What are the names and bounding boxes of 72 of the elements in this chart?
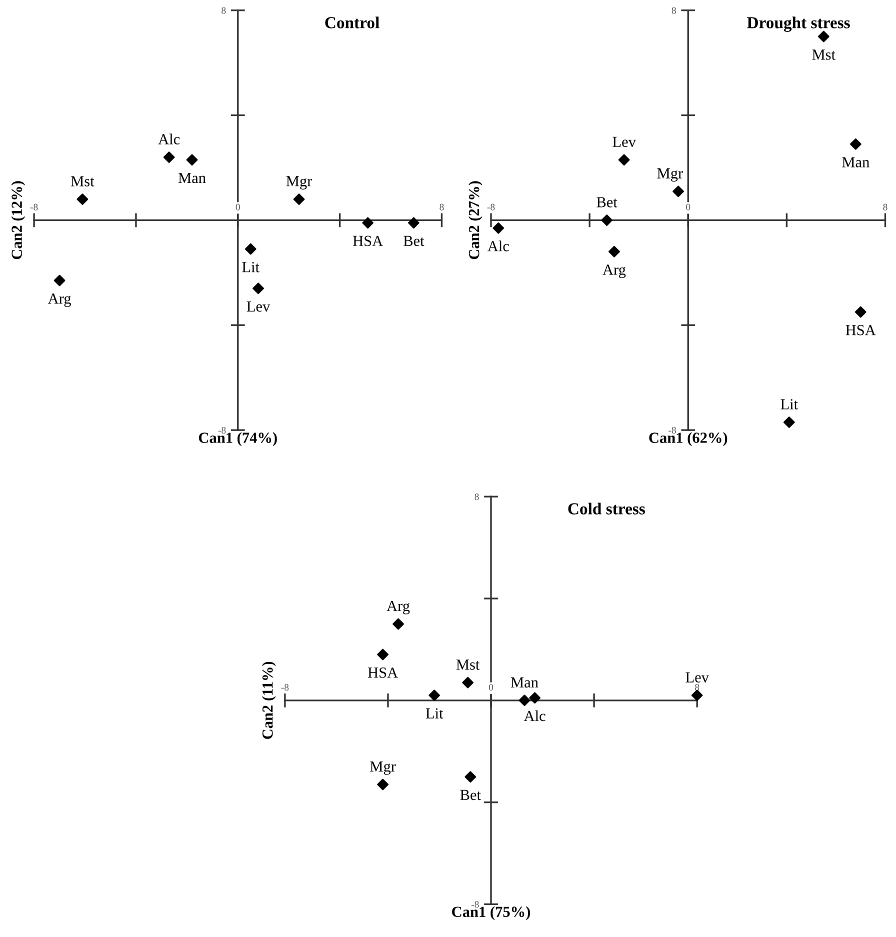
- x-axis-title: Can1 (62%): [649, 432, 728, 446]
- point: [293, 194, 305, 205]
- point: [163, 152, 175, 163]
- point: [464, 771, 476, 783]
- x-tick-label: -8: [30, 204, 38, 210]
- point: [428, 690, 440, 702]
- point: [252, 282, 264, 294]
- data-label: Arg: [48, 294, 71, 307]
- data-label: Mst: [456, 660, 480, 670]
- point: [818, 30, 830, 42]
- x-tick-label: -8: [281, 684, 289, 691]
- point: [854, 306, 866, 318]
- data-label: Alc: [488, 240, 509, 252]
- data-label: Mgr: [286, 176, 312, 190]
- data-label: Arg: [602, 264, 626, 278]
- data-label: Mgr: [657, 168, 683, 182]
- point: [783, 416, 795, 428]
- x-tick-label: 8: [440, 204, 444, 210]
- point: [377, 778, 389, 790]
- data-label: Lit: [426, 708, 444, 719]
- x-axis-title: Can1 (75%): [452, 906, 530, 920]
- point: [362, 217, 374, 229]
- point: [462, 676, 474, 688]
- x-tick-label: -8: [487, 204, 495, 210]
- data-label: HSA: [368, 668, 398, 678]
- x-axis-title: Can1 (74%): [198, 432, 277, 446]
- point: [76, 194, 88, 205]
- data-label: Alc: [158, 134, 180, 144]
- data-label: Lev: [612, 136, 636, 148]
- x-tick-label: 8: [695, 684, 700, 691]
- data-label: HSA: [846, 325, 876, 336]
- x-tick-label: 8: [883, 204, 888, 210]
- data-label: HSA: [352, 236, 384, 246]
- point: [186, 154, 198, 166]
- y-axis-title: Can2 (12%): [11, 181, 26, 260]
- point: [377, 648, 389, 660]
- x-tick-label: 0: [488, 684, 494, 691]
- point: [618, 154, 630, 166]
- chart-title: Cold stress: [568, 502, 645, 514]
- data-label: Alc: [524, 710, 546, 722]
- data-label: Bet: [596, 197, 618, 208]
- data-label: Lev: [246, 302, 270, 312]
- data-label: Mst: [71, 176, 94, 186]
- point: [691, 690, 703, 702]
- x-tick-label: 0: [236, 204, 240, 210]
- point: [244, 243, 256, 255]
- point: [492, 222, 504, 234]
- chart-title: Drought stress: [747, 16, 850, 32]
- y-axis-title: Can2 (27%): [468, 181, 482, 260]
- chart-title: Control: [325, 16, 380, 28]
- data-label: Bet: [460, 790, 481, 800]
- data-label: Bet: [404, 236, 424, 246]
- point: [672, 186, 684, 198]
- data-label: Mgr: [370, 761, 396, 775]
- point: [392, 618, 404, 630]
- data-label: Arg: [386, 600, 410, 614]
- data-label: Man: [510, 677, 538, 688]
- point: [601, 214, 613, 226]
- data-label: Man: [178, 172, 206, 184]
- x-tick-label: 0: [686, 204, 690, 210]
- point: [850, 138, 862, 150]
- data-label: Lit: [780, 399, 798, 410]
- data-label: Man: [842, 157, 870, 168]
- data-label: Mst: [812, 50, 836, 60]
- y-axis-title: Can2 (11%): [262, 662, 276, 739]
- point: [54, 274, 66, 286]
- data-label: Lev: [686, 672, 709, 682]
- point: [608, 246, 620, 258]
- point: [518, 694, 530, 706]
- data-label: Lit: [242, 262, 260, 272]
- point: [408, 217, 420, 229]
- point: [529, 692, 541, 704]
